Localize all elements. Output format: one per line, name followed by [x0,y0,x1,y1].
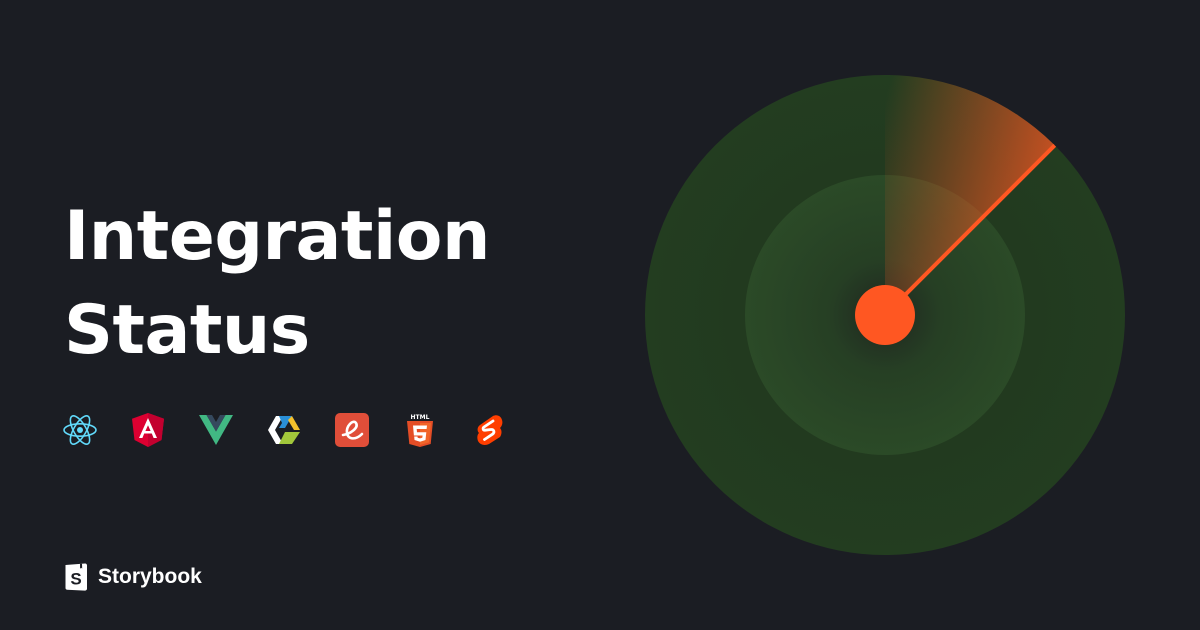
web-components-icon [268,416,300,444]
svelte-icon [477,415,503,445]
storybook-logo-icon: S [65,563,87,591]
framework-icon-row: HTML [62,412,506,448]
html5-icon: HTML [407,414,433,447]
svg-text:S: S [70,570,81,589]
storybook-brand: S Storybook [64,562,202,592]
radar-center-dot [855,285,915,345]
radar-sweep [885,75,1055,315]
svg-text:HTML: HTML [411,414,430,421]
title-line-2: Status [64,291,310,370]
ember-icon [335,413,369,447]
react-icon [63,415,97,445]
page-title: Integration Status [64,190,490,378]
radar-sweep-line [883,143,1057,317]
storybook-wordmark: Storybook [98,565,202,588]
angular-icon [132,413,164,447]
title-line-1: Integration [64,197,490,276]
vue-icon [199,415,233,445]
radar-graphic [645,75,1125,555]
